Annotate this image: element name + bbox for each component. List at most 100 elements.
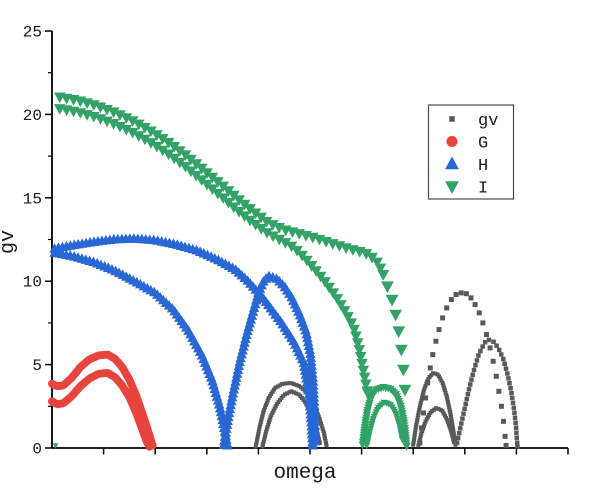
marker-square	[292, 382, 297, 387]
y-tick-label: 10	[23, 274, 42, 292]
marker-square	[449, 429, 454, 434]
marker-square	[451, 427, 456, 432]
marker-square	[261, 410, 266, 415]
marker-square	[471, 367, 477, 373]
marker-triangle-down	[190, 170, 203, 182]
axes: 0 5 10 15 20 25	[23, 24, 569, 459]
marker-square	[501, 418, 506, 424]
marker-square	[412, 432, 417, 437]
marker-square	[263, 432, 268, 437]
marker-triangle-down	[397, 364, 410, 377]
marker-square	[419, 431, 424, 436]
marker-square	[450, 424, 455, 429]
marker-triangle-up	[302, 332, 313, 343]
marker-triangle-down	[201, 179, 213, 191]
series-I-main-upper	[53, 92, 390, 281]
marker-triangle-down	[374, 263, 387, 275]
marker-square	[430, 352, 436, 358]
marker-triangle-down	[350, 331, 362, 343]
marker-triangle-down	[398, 437, 406, 444]
marker-square	[256, 432, 261, 437]
marker-triangle-down	[233, 206, 245, 218]
marker-square	[447, 405, 452, 410]
marker-triangle-up	[304, 344, 315, 354]
marker-square	[323, 438, 328, 443]
marker-square	[270, 389, 275, 394]
legend: gv GHI	[427, 104, 515, 200]
marker-triangle-down	[238, 199, 251, 211]
data-series	[48, 92, 520, 451]
marker-square	[254, 439, 259, 444]
marker-square	[434, 406, 439, 411]
marker-square	[493, 373, 499, 379]
marker-triangle-down	[244, 215, 256, 227]
marker-square	[502, 433, 508, 439]
marker-square	[494, 343, 499, 348]
marker-square	[427, 413, 432, 418]
marker-square	[260, 415, 265, 420]
marker-square	[418, 433, 423, 438]
marker-square	[262, 434, 267, 439]
marker-square	[317, 417, 322, 422]
marker-triangle-up	[299, 361, 310, 371]
marker-square	[441, 411, 446, 416]
marker-square	[473, 362, 478, 368]
marker-square	[284, 381, 289, 386]
marker-square	[445, 397, 450, 402]
y-tick-label: 25	[23, 24, 42, 42]
marker-square	[421, 388, 426, 393]
marker-square	[322, 433, 327, 438]
marker-square	[502, 361, 507, 367]
marker-triangle-down	[389, 309, 403, 322]
marker-square	[417, 408, 422, 413]
series-G-band-lower	[48, 369, 154, 451]
y-tick-label: 15	[23, 190, 42, 208]
marker-triangle-down	[267, 231, 279, 243]
marker-square	[296, 383, 301, 388]
marker-triangle-down	[114, 121, 126, 133]
marker-square	[449, 417, 454, 422]
marker-triangle-down	[354, 351, 367, 363]
legend-label: H	[478, 157, 488, 176]
marker-triangle-down	[168, 142, 181, 153]
marker-square	[285, 391, 290, 396]
marker-triangle-down	[151, 130, 163, 141]
marker-square	[272, 406, 277, 411]
marker-square	[446, 420, 451, 425]
marker-triangle-down	[168, 153, 181, 165]
marker-triangle-down	[211, 188, 224, 200]
series-I	[52, 92, 412, 451]
marker-square	[270, 410, 275, 415]
marker-square	[436, 327, 442, 333]
marker-triangle-down	[185, 166, 197, 178]
marker-square	[451, 429, 456, 434]
marker-square	[318, 419, 323, 424]
marker-circle	[145, 442, 154, 451]
marker-triangle-down	[107, 119, 120, 130]
marker-square	[287, 390, 292, 395]
marker-square	[512, 410, 517, 416]
marker-square	[411, 437, 416, 442]
marker-square	[415, 415, 420, 420]
legend-item-gv: gv	[449, 112, 498, 131]
marker-square	[271, 408, 276, 413]
marker-triangle-down	[335, 300, 347, 311]
marker-triangle-down	[185, 154, 197, 166]
legend-box	[427, 104, 515, 200]
marker-square	[413, 430, 418, 435]
marker-square	[444, 415, 449, 420]
marker-triangle-down	[348, 324, 360, 336]
marker-square	[322, 431, 327, 436]
marker-triangle-down	[126, 116, 139, 127]
marker-square	[446, 422, 451, 427]
marker-square	[445, 418, 450, 423]
y-tick-label: 20	[23, 107, 42, 125]
marker-triangle-down	[342, 312, 354, 323]
marker-square	[420, 428, 425, 433]
marker-square	[411, 442, 416, 447]
series-I-small-arch-inner	[363, 399, 406, 450]
marker-square	[433, 371, 438, 376]
marker-square	[436, 374, 441, 379]
marker-triangle-down	[319, 277, 331, 288]
marker-square	[262, 437, 267, 442]
